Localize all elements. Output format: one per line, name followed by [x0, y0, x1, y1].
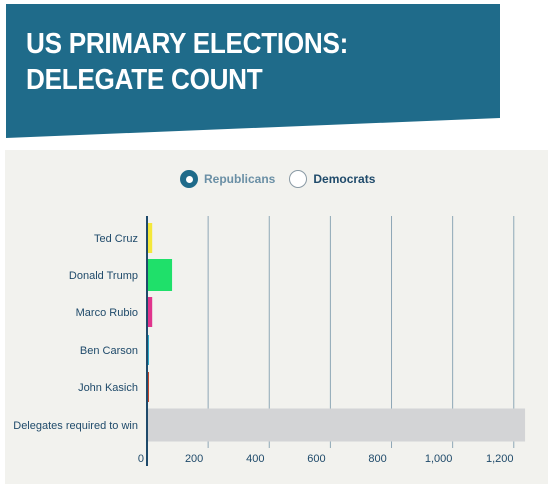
democrats-radio[interactable]: [289, 170, 308, 188]
bar-ted-cruz: [147, 223, 153, 253]
banner-background: [6, 4, 500, 138]
title-line-1: US PRIMARY ELECTIONS:: [26, 28, 349, 60]
category-label: John Kasich: [78, 382, 138, 394]
x-tick-label: 0: [138, 453, 144, 465]
republicans-radio[interactable]: [180, 170, 198, 188]
x-tick-label: 200: [185, 453, 203, 465]
democrats-label[interactable]: Democrats: [313, 172, 376, 186]
x-tick-label: 400: [246, 453, 264, 465]
category-label: Marco Rubio: [76, 307, 138, 319]
x-tick-label: 1,000: [425, 453, 453, 465]
x-tick-label: 1,200: [486, 453, 514, 465]
bar-marco-rubio: [147, 297, 153, 327]
category-label: Ted Cruz: [94, 233, 138, 245]
radio-dot-icon: [185, 175, 193, 183]
x-tick-label: 600: [307, 453, 325, 465]
x-tick-label: 800: [368, 453, 386, 465]
bar-delegates-required-to-win: [147, 408, 526, 442]
page-title: US PRIMARY ELECTIONS: DELEGATE COUNT: [26, 26, 348, 98]
category-label: Delegates required to win: [13, 420, 138, 432]
title-line-2: DELEGATE COUNT: [26, 64, 263, 96]
category-label: Ben Carson: [80, 345, 138, 357]
republicans-label[interactable]: Republicans: [204, 172, 276, 186]
header-banner: US PRIMARY ELECTIONS: DELEGATE COUNT: [0, 0, 552, 142]
category-label: Donald Trump: [69, 270, 138, 282]
party-toggle: Republicans Democrats: [180, 168, 383, 190]
banner-shape: [6, 4, 500, 138]
bar-donald-trump: [147, 259, 173, 291]
